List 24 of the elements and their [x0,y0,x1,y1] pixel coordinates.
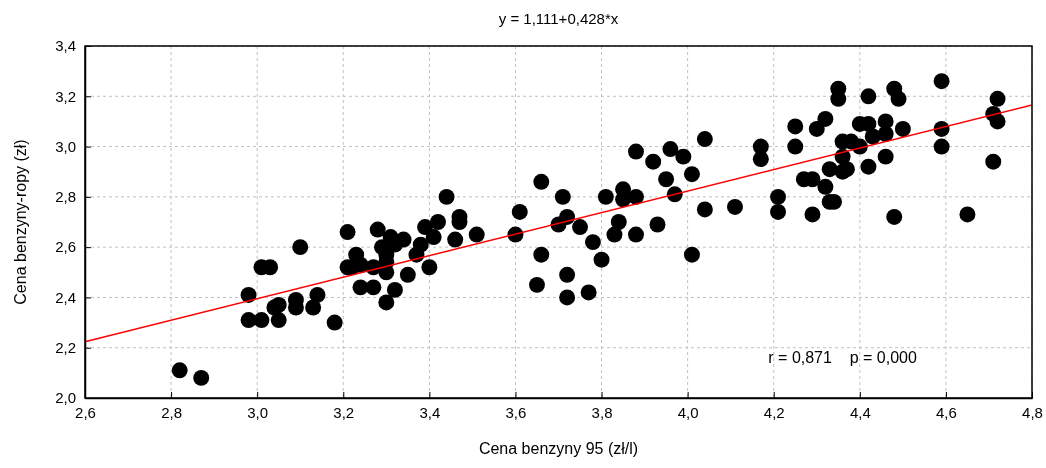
x-axis-title: Cena benzyny 95 (zł/l) [478,440,639,457]
y-axis-title: Cena benzyny-ropy (zł) [12,139,29,305]
y-tick-label: 2,0 [55,389,76,407]
x-tick-label: 2,8 [161,403,183,421]
x-tick-label: 3,4 [419,403,441,421]
y-tick-label: 2,4 [55,288,76,306]
x-tick-label: 4,0 [677,403,699,421]
y-tick-label: 2,6 [55,238,76,256]
x-tick-label: 3,0 [247,403,269,421]
y-tick-label: 3,2 [55,87,76,105]
y-tick-label: 2,8 [55,188,76,206]
annotation: r = 0,871 p = 0,000 [768,348,917,366]
x-tick-label: 3,8 [591,403,613,421]
x-tick-label: 4,4 [849,403,871,421]
x-tick-label: 4,2 [763,403,785,421]
x-tick-label: 3,2 [333,403,355,421]
x-tick-label: 2,6 [75,403,96,421]
x-tick-label: 4,8 [1022,403,1043,421]
y-tick-label: 3,4 [55,37,76,55]
x-tick-label: 3,6 [505,403,527,421]
y-tick-label: 3,0 [55,137,76,155]
chart-title: y = 1,111+0,428*x [498,10,619,27]
x-tick-label: 4,6 [935,403,957,421]
y-tick-label: 2,2 [55,339,76,357]
